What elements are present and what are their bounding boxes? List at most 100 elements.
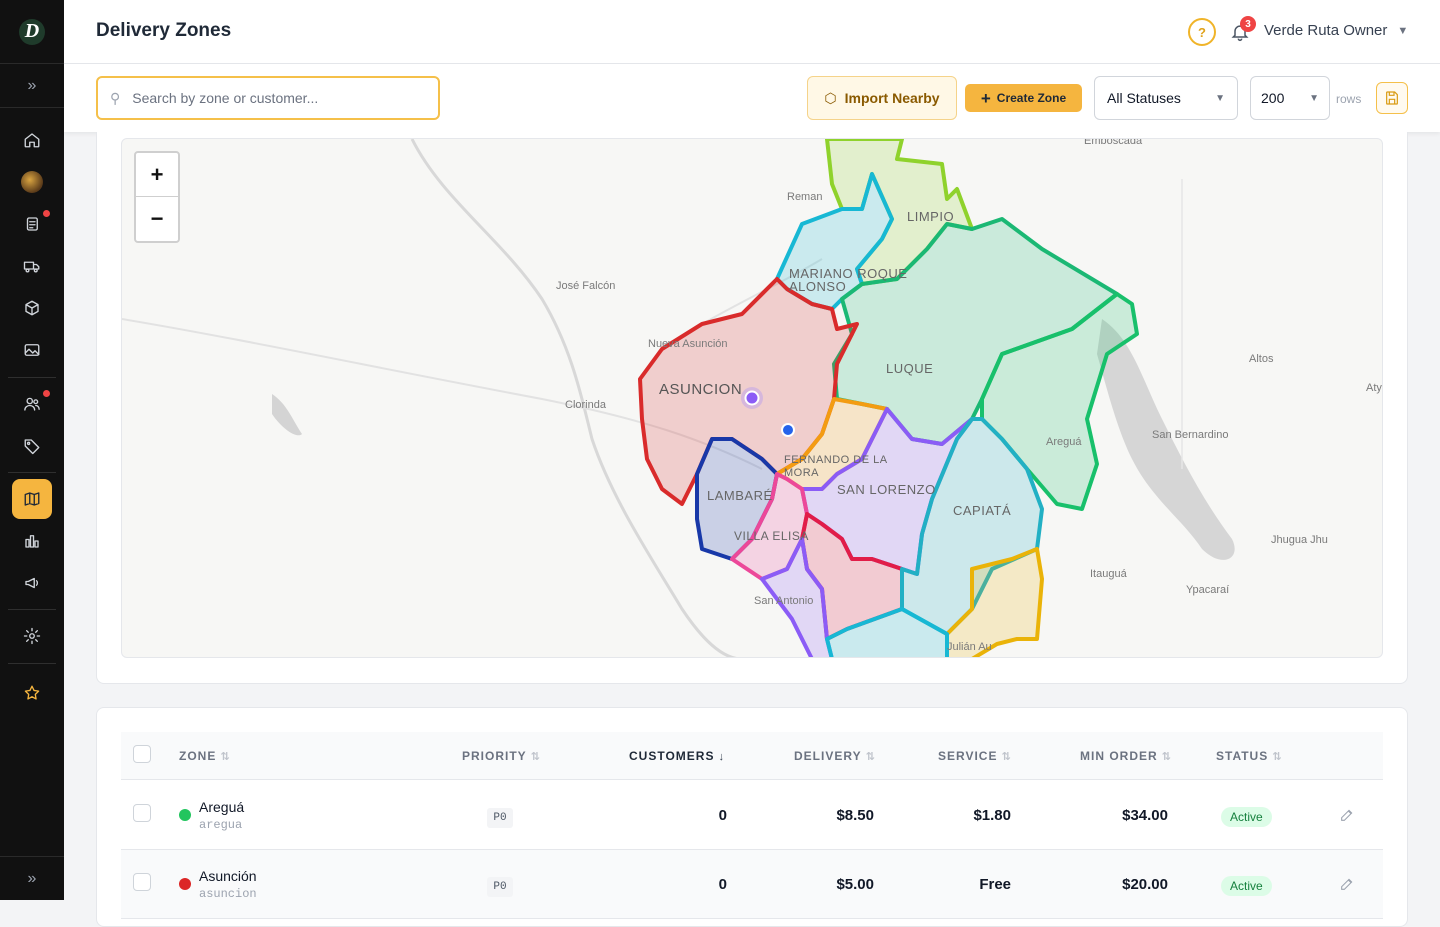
zones-map[interactable]: + − Emboscada Reman José Falcón Nueva As… (121, 138, 1383, 658)
place-label: Emboscada (1084, 138, 1143, 147)
place-label: Reman (787, 191, 823, 203)
zone-san-antonio[interactable] (760, 537, 834, 658)
sort-desc-icon: ↓ (718, 751, 725, 763)
zone-color-dot (179, 809, 191, 821)
min-order: $34.00 (1122, 807, 1168, 824)
orders-icon[interactable] (12, 204, 52, 244)
min-order: $20.00 (1122, 876, 1168, 893)
column-min-order[interactable]: MIN ORDER ⇅ (1080, 749, 1172, 763)
chevron-down-icon: ▼ (1309, 92, 1319, 104)
place-label: Ypacaraí (1186, 584, 1230, 596)
lake-ypacarai (1097, 319, 1235, 560)
zone-label-asuncion: ASUNCION (659, 381, 743, 398)
zoom-out-button[interactable]: − (150, 206, 164, 231)
zone-name[interactable]: Areguá (199, 799, 245, 815)
table-row[interactable]: Asunción asuncion P0 0 $5.00 Free $20.00… (121, 850, 1383, 919)
service-fee: $1.80 (973, 807, 1011, 824)
home-icon[interactable] (12, 120, 52, 160)
store-avatar[interactable] (12, 162, 52, 202)
sidebar-divider (8, 377, 56, 378)
delivery-fee: $8.50 (836, 807, 874, 824)
table-row[interactable]: Areguá aregua P0 0 $8.50 $1.80 $34.00 Ac… (121, 781, 1383, 850)
edit-icon[interactable] (1339, 807, 1357, 825)
service-fee: Free (979, 876, 1011, 893)
rows-per-page-value: 200 (1261, 90, 1285, 106)
column-priority[interactable]: PRIORITY ⇅ (462, 749, 541, 763)
products-box-icon[interactable] (12, 288, 52, 328)
customers-count: 0 (718, 876, 727, 893)
chevron-down-icon: ▼ (1215, 92, 1225, 104)
search-box[interactable]: ⚲ (96, 76, 440, 120)
import-nearby-button[interactable]: ⬡ Import Nearby (807, 76, 957, 120)
delivery-zones-map-icon[interactable] (12, 479, 52, 519)
help-icon[interactable]: ? (1188, 18, 1216, 46)
favorites-star-icon[interactable] (12, 673, 52, 713)
analytics-chart-icon[interactable] (12, 521, 52, 561)
zone-name[interactable]: Asunción (199, 868, 257, 884)
place-label: Jhugua Jhu (1271, 534, 1328, 546)
toolbar: ⚲ ⬡ Import Nearby + Create Zone All Stat… (64, 64, 1440, 132)
column-service[interactable]: SERVICE ⇅ (938, 749, 1012, 763)
zone-label-san-lorenzo: SAN LORENZO (837, 482, 936, 497)
tags-icon[interactable] (12, 426, 52, 466)
place-label: Areguá (1046, 436, 1082, 448)
create-zone-button[interactable]: + Create Zone (965, 84, 1082, 112)
customers-count: 0 (718, 807, 727, 824)
table-header: ZONE ⇅ PRIORITY ⇅ CUSTOMERS ↓ DELIVERY ⇅ SER… (121, 732, 1383, 780)
import-nearby-label: Import Nearby (844, 90, 940, 106)
collapse-sidebar-icon[interactable]: » (0, 856, 64, 900)
row-checkbox[interactable] (133, 873, 151, 891)
place-label: José Falcón (556, 280, 616, 292)
sort-icon: ⇅ (1001, 751, 1012, 763)
customers-notification-dot (43, 390, 50, 397)
sort-icon: ⇅ (865, 751, 876, 763)
place-label: Clorinda (565, 399, 606, 411)
map-zoom-control: + − (134, 151, 180, 243)
column-customers[interactable]: CUSTOMERS ↓ (629, 749, 725, 763)
rows-label: rows (1336, 92, 1362, 106)
place-label: Julián Au (947, 641, 992, 653)
app-logo[interactable]: D (0, 0, 64, 64)
map-marker[interactable] (744, 390, 760, 406)
campaigns-megaphone-icon[interactable] (12, 563, 52, 603)
save-icon[interactable] (1376, 82, 1408, 114)
column-delivery[interactable]: DELIVERY ⇅ (794, 749, 876, 763)
zone-label-villa-elisa: VILLA ELISA (734, 529, 809, 543)
media-image-icon[interactable] (12, 330, 52, 370)
expand-sidebar-icon[interactable]: » (0, 64, 64, 108)
priority-badge: P0 (487, 877, 513, 897)
delivery-truck-icon[interactable] (12, 246, 52, 286)
notification-count-badge: 3 (1240, 16, 1256, 32)
zone-label-mariano: MARIANO ROQUE ALONSO (789, 266, 908, 294)
row-checkbox[interactable] (133, 804, 151, 822)
zone-label-luque: LUQUE (886, 361, 934, 376)
sidebar-divider (8, 472, 56, 473)
status-badge: Active (1221, 807, 1272, 827)
customers-icon[interactable] (12, 384, 52, 424)
zone-south[interactable] (825, 607, 949, 658)
user-name: Verde Ruta Owner (1264, 22, 1388, 39)
plus-icon: + (980, 88, 991, 108)
column-zone[interactable]: ZONE ⇅ (179, 749, 231, 763)
user-menu[interactable]: Verde Ruta Owner ▼ (1264, 22, 1408, 39)
status-badge: Active (1221, 876, 1272, 896)
sort-icon: ⇅ (1161, 751, 1172, 763)
search-input[interactable] (132, 90, 413, 106)
zone-label-lambare: LAMBARÉ (707, 488, 773, 503)
page-title: Delivery Zones (96, 20, 232, 41)
column-status[interactable]: STATUS ⇅ (1216, 749, 1283, 763)
map-location-marker[interactable] (781, 423, 795, 437)
sort-icon: ⇅ (530, 751, 541, 763)
place-label: Altos (1249, 353, 1274, 365)
map-canvas[interactable] (122, 139, 1383, 658)
status-filter-select[interactable]: All Statuses ▼ (1094, 76, 1238, 120)
select-all-checkbox[interactable] (133, 745, 151, 763)
logo-mark: D (19, 18, 45, 45)
zone-itaugua[interactable] (945, 547, 1044, 658)
settings-gear-icon[interactable] (12, 616, 52, 656)
place-label: Nueva Asunción (648, 338, 728, 350)
edit-icon[interactable] (1339, 876, 1357, 894)
lagoon (272, 394, 302, 436)
zoom-in-button[interactable]: + (136, 153, 178, 197)
rows-per-page-select[interactable]: 200 ▼ (1250, 76, 1330, 120)
